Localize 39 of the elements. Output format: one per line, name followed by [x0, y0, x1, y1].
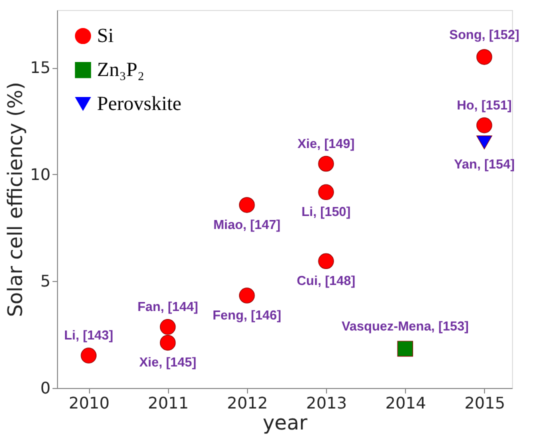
- x-tick-label: 2014: [385, 394, 426, 412]
- y-tick-label: 10: [30, 164, 50, 184]
- y-tick-label: 15: [30, 58, 50, 78]
- annotation: Cui, [148]: [296, 273, 356, 288]
- y-axis-title: Solar cell efficiency (%): [3, 82, 28, 318]
- annotation: Li, [143]: [64, 328, 114, 343]
- annotation: Xie, [149]: [297, 136, 355, 151]
- annotation: Song, [152]: [449, 26, 520, 42]
- point: [318, 156, 334, 172]
- point: [80, 348, 97, 364]
- annotation: Feng, [146]: [212, 308, 282, 323]
- point: [476, 49, 492, 65]
- legend-label: Perovskite: [97, 93, 182, 115]
- point: [160, 334, 176, 351]
- point: [476, 136, 492, 150]
- y-tick-label: 5: [40, 272, 50, 291]
- x-tick-label: 2013: [306, 394, 347, 412]
- annotation: Miao, [147]: [213, 216, 281, 232]
- x-tick-label: 2012: [227, 394, 268, 412]
- annotation: Yan, [154]: [454, 156, 515, 172]
- annotation: Xie, [145]: [139, 354, 196, 370]
- x-axis-title: year: [262, 410, 308, 434]
- x-tick-label: 2011: [148, 394, 189, 412]
- legend-label: Zn₃P₂: [97, 59, 144, 81]
- annotation: Vasquez-Mena, [153]: [342, 318, 469, 334]
- annotation: Fan, [144]: [137, 298, 198, 314]
- x-tick-label: 2010: [68, 394, 110, 412]
- point: [397, 340, 414, 357]
- point: [239, 288, 255, 304]
- point: [239, 197, 255, 213]
- annotation: Li, [150]: [301, 204, 351, 220]
- point: [160, 319, 176, 335]
- point: [318, 184, 334, 200]
- point: [318, 253, 334, 270]
- point: [476, 117, 492, 134]
- annotation: Ho, [151]: [456, 97, 512, 112]
- legend-label: Si: [97, 25, 114, 47]
- x-tick-label: 2015: [464, 394, 506, 412]
- y-tick-label: 0: [40, 378, 50, 398]
